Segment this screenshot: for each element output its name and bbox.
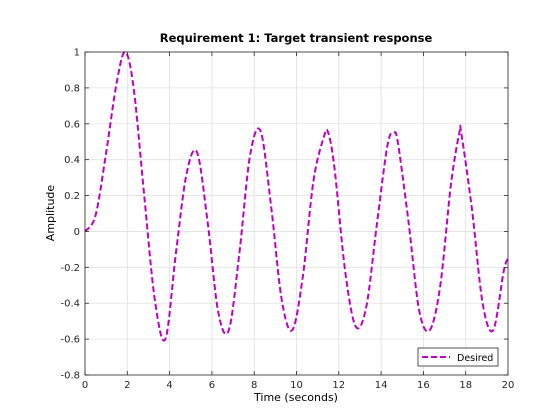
y-tick-label: 0.2: [64, 191, 80, 202]
y-tick-label: -0.6: [60, 335, 80, 346]
y-tick-label: -0.2: [60, 263, 80, 274]
x-tick-label: 6: [209, 380, 215, 391]
chart-title: Requirement 1: Target transient response: [160, 31, 433, 45]
series-layer: [84, 50, 509, 342]
x-tick-label: 20: [502, 380, 515, 391]
series-line-desired: [84, 50, 509, 342]
y-tick-label: -0.4: [60, 299, 80, 310]
x-axis-label: Time (seconds): [253, 391, 338, 404]
y-axis-label: Amplitude: [44, 185, 57, 242]
x-tick-label: 0: [82, 380, 88, 391]
ticks: [84, 51, 509, 376]
y-tick-label: 0: [74, 227, 80, 238]
legend-entry-desired: Desired: [457, 353, 493, 364]
x-tick-label: 2: [124, 380, 130, 391]
y-tick-label: 1: [74, 48, 80, 59]
y-tick-label: -0.8: [60, 371, 80, 382]
x-tick-label: 14: [375, 380, 388, 391]
legend-box: [417, 347, 499, 367]
x-tick-label: 12: [332, 380, 345, 391]
tick-labels: 0 2 4 6 8 10 12 14 16 18 20 -0.8 -0.6 -0.4 -0.2 0 0.2 0.4…: [60, 48, 514, 392]
x-tick-label: 10: [290, 380, 303, 391]
x-tick-label: 8: [251, 380, 257, 391]
x-tick-label: 18: [459, 380, 472, 391]
y-tick-label: 0.4: [64, 155, 80, 166]
y-tick-label: 0.8: [64, 83, 80, 94]
y-tick-label: 0.6: [64, 119, 80, 130]
x-tick-label: 4: [166, 380, 172, 391]
x-tick-label: 16: [417, 380, 430, 391]
legend: Desired: [417, 347, 499, 367]
